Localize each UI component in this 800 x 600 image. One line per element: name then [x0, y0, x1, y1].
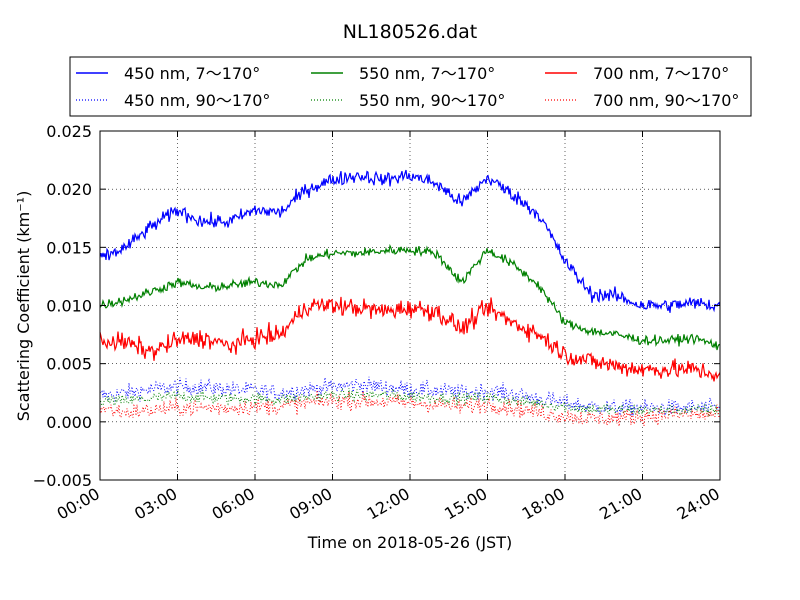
legend-label: 450 nm, 90～170°	[124, 91, 270, 110]
y-tick-label: 0.000	[46, 413, 92, 432]
y-axis: −0.005 0.000 0.005 0.010 0.015 0.020 0.025	[33, 122, 720, 490]
y-tick-label: 0.005	[46, 355, 92, 374]
y-tick-label: 0.015	[46, 238, 92, 257]
x-tick-label: 21:00	[596, 484, 645, 524]
series-line	[99, 296, 721, 382]
legend: 450 nm, 7～170° 450 nm, 90～170° 550 nm, 7～1…	[69, 56, 752, 117]
x-tick-label: 09:00	[286, 484, 335, 524]
series-line	[99, 376, 721, 418]
chart-title: NL180526.dat	[343, 21, 478, 43]
y-tick-label: 0.025	[46, 122, 92, 141]
x-tick-label: 24:00	[674, 484, 723, 524]
legend-label: 450 nm, 7～170°	[124, 64, 260, 83]
y-tick-label: −0.005	[33, 471, 92, 490]
legend-box	[69, 56, 752, 117]
series-line	[99, 388, 721, 417]
series-line	[99, 243, 721, 351]
legend-label: 700 nm, 90～170°	[593, 91, 739, 110]
legend-label: 550 nm, 90～170°	[359, 91, 505, 110]
legend-label: 550 nm, 7～170°	[359, 64, 495, 83]
y-tick-label: 0.010	[46, 297, 92, 316]
x-tick-label: 06:00	[209, 484, 258, 524]
series-layer	[99, 169, 721, 427]
series-line	[99, 169, 721, 313]
x-tick-label: 15:00	[441, 484, 490, 524]
x-tick-label: 18:00	[519, 484, 568, 524]
x-tick-label: 12:00	[364, 484, 413, 524]
x-axis: 00:00 03:00 06:00 09:00 12:00 15:00 18:00 21:00…	[54, 131, 723, 524]
y-tick-label: 0.020	[46, 180, 92, 199]
legend-label: 700 nm, 7～170°	[593, 64, 729, 83]
y-axis-label: Scattering Coefficient (km⁻¹)	[14, 191, 33, 422]
series-line	[99, 390, 721, 427]
x-axis-label: Time on 2018-05-26 (JST)	[307, 533, 512, 552]
x-tick-label: 03:00	[131, 484, 180, 524]
